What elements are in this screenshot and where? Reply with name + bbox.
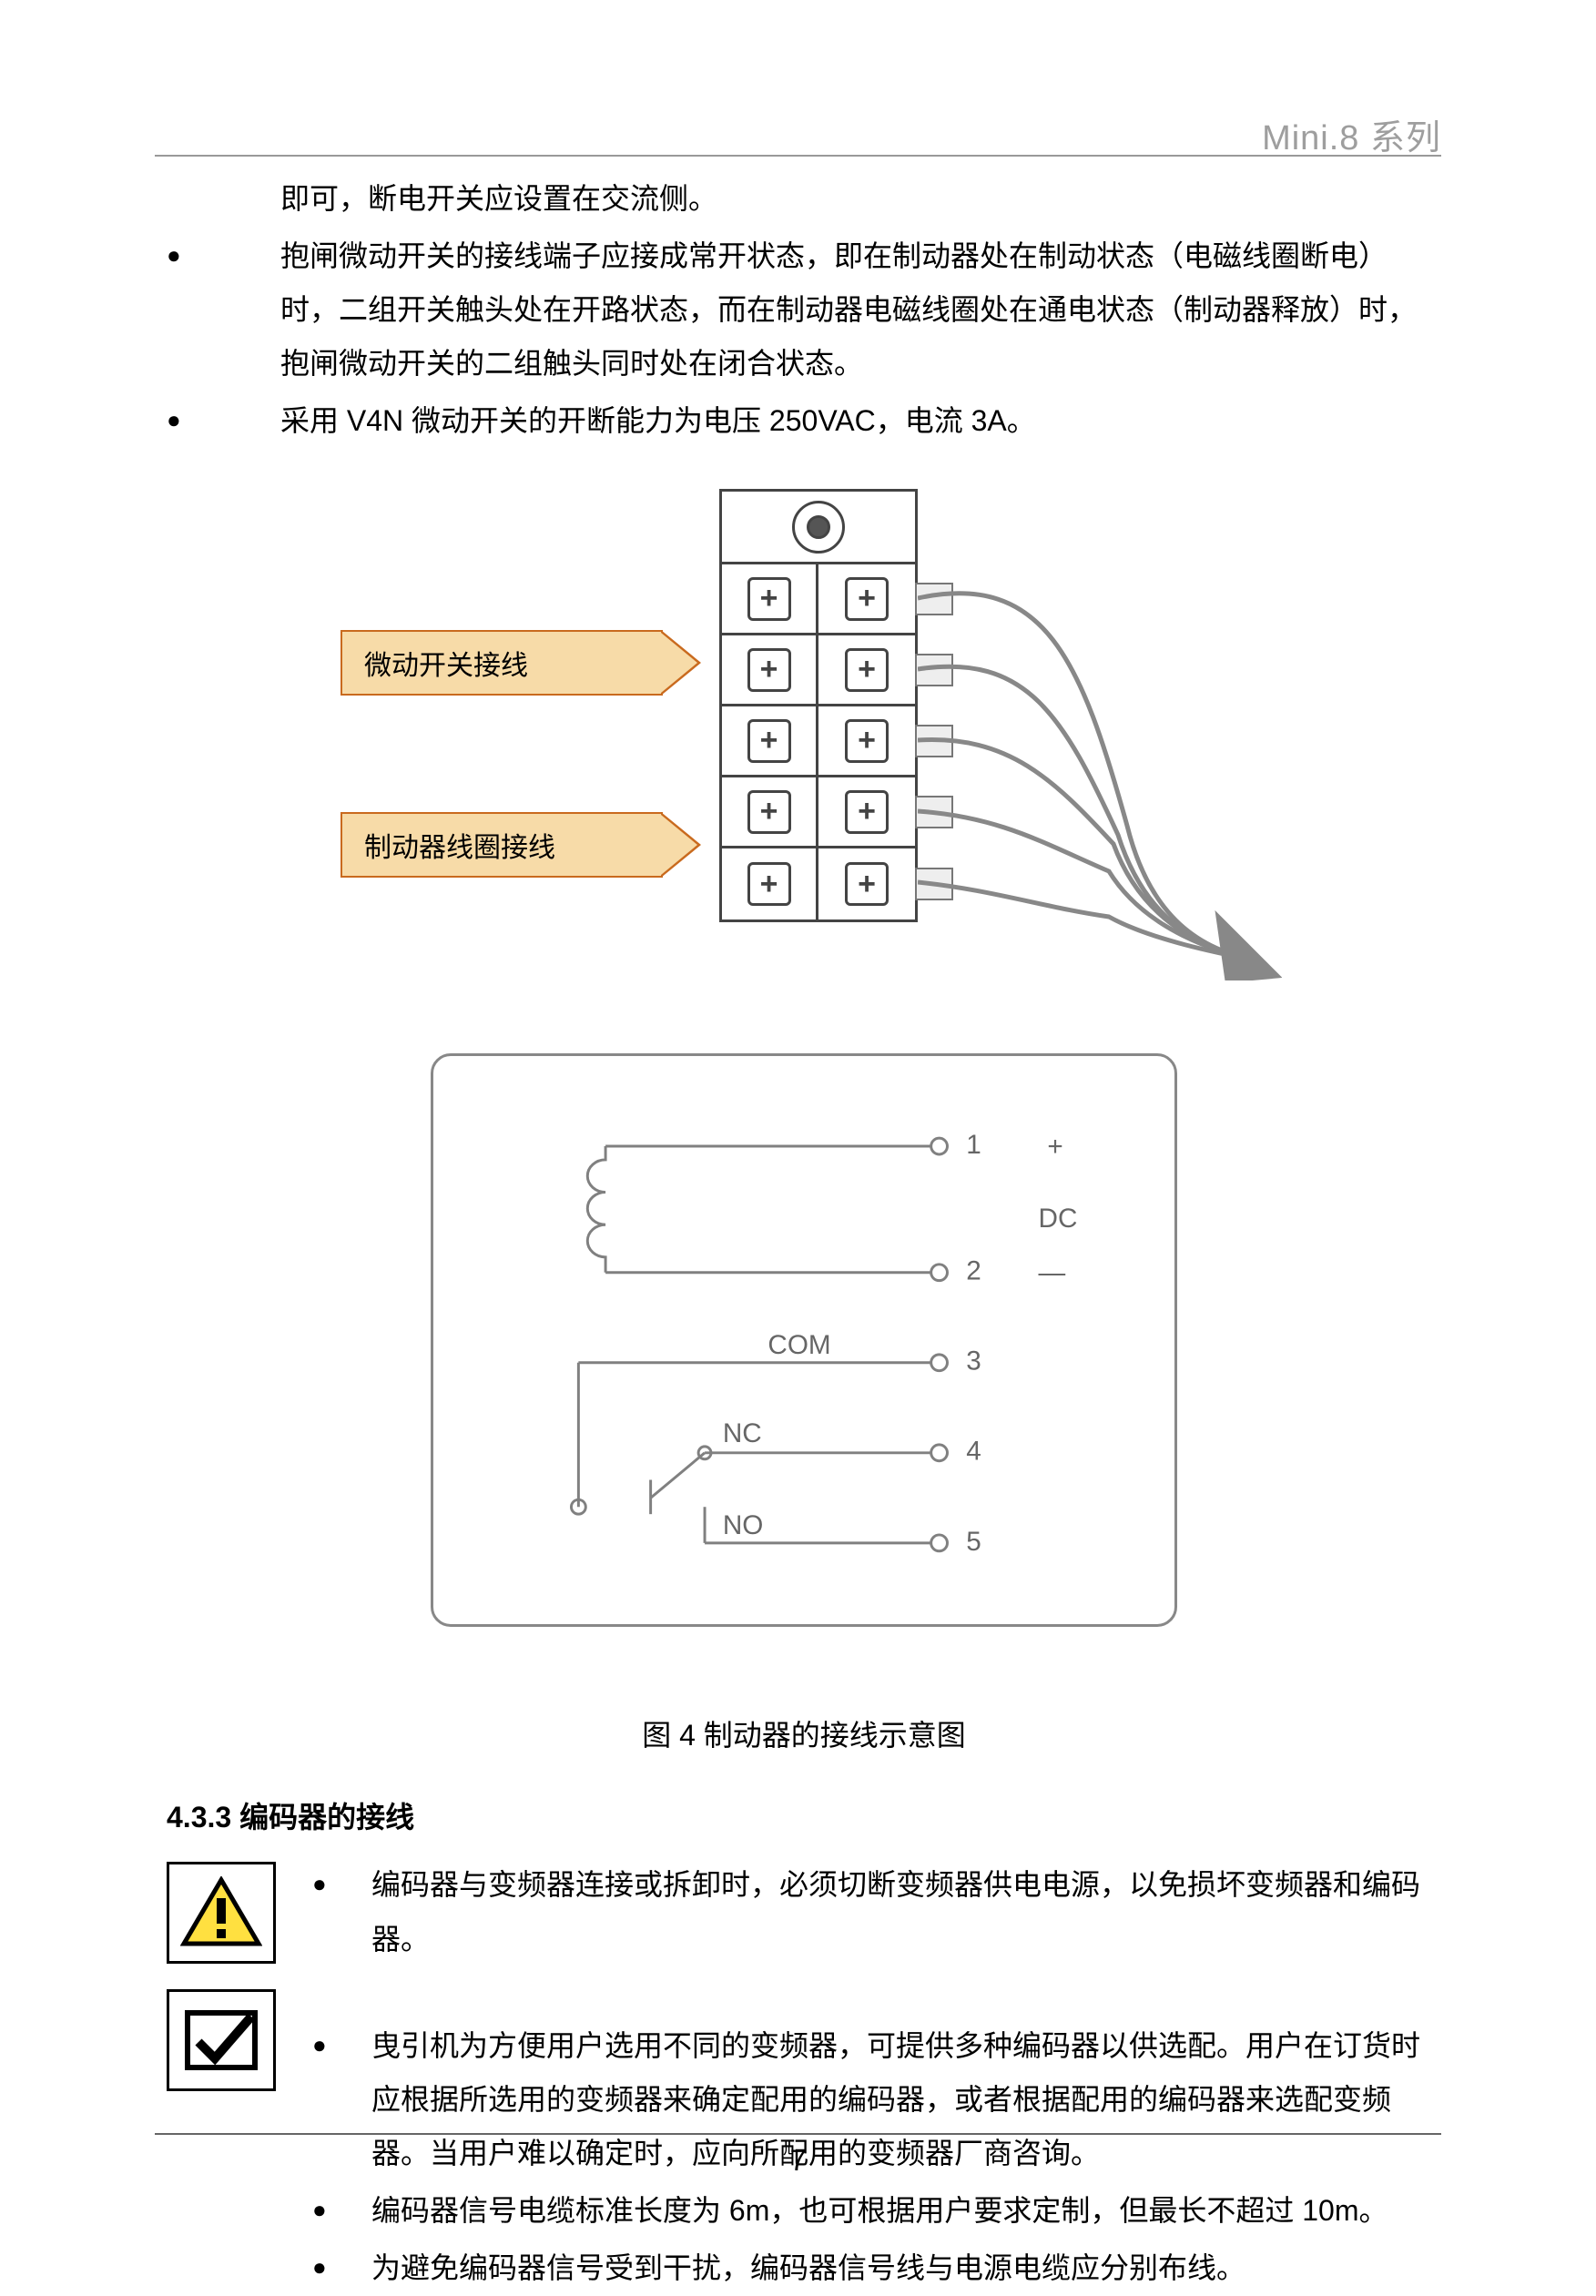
- bullet-item: 采用 V4N 微动开关的开断能力为电压 250VAC，电流 3A。: [167, 394, 1441, 448]
- page-number: 7: [0, 2144, 1596, 2178]
- callout-brake-coil: 制动器线圈接线: [341, 812, 663, 878]
- label-no: NO: [723, 1510, 764, 1540]
- intro-continuation: 即可，断电开关应设置在交流侧。: [167, 173, 1441, 226]
- section-4-3-3-heading: 4.3.3 编码器的接线: [167, 1794, 1441, 1836]
- bullet-item: 抱闸微动开关的接线端子应接成常开状态，即在制动器处在制动状态（电磁线圈断电）时，…: [167, 229, 1441, 391]
- checkmark-icon: [167, 1989, 276, 2091]
- term-num: 4: [966, 1437, 981, 1467]
- schematic-svg: 1 2 3 4 5 + DC — COM NC NO: [433, 1056, 1174, 1624]
- terminal-top: [722, 492, 915, 564]
- figure-a: 微动开关接线 制动器线圈接线: [326, 489, 1282, 980]
- figure-b: 1 2 3 4 5 + DC — COM NC NO: [431, 1053, 1177, 1627]
- term-num: 5: [966, 1527, 981, 1557]
- term-num: 1: [966, 1130, 981, 1160]
- callout-label: 制动器线圈接线: [364, 825, 555, 865]
- warning-icon: [167, 1862, 276, 1964]
- header-rule: [155, 155, 1441, 157]
- figure-a-wrap: 微动开关接线 制动器线圈接线: [167, 489, 1441, 980]
- bullet-item: 编码器与变频器连接或拆卸时，必须切断变频器供电电源，以免损坏变频器和编码器。: [312, 1858, 1441, 1966]
- term-note: +: [1047, 1132, 1062, 1162]
- term-num: 2: [966, 1256, 981, 1286]
- figure-caption: 图 4 制动器的接线示意图: [167, 1712, 1441, 1754]
- label-nc: NC: [723, 1418, 762, 1448]
- bullet-item: 编码器信号电缆标准长度为 6m，也可根据用户要求定制，但最长不超过 10m。: [312, 2184, 1441, 2238]
- term-note: —: [1039, 1258, 1066, 1288]
- top-bullet-list: 抱闸微动开关的接线端子应接成常开状态，即在制动器处在制动状态（电磁线圈断电）时，…: [167, 229, 1441, 449]
- callout-label: 微动开关接线: [364, 643, 528, 683]
- callout-microswitch: 微动开关接线: [341, 630, 663, 696]
- term-note: DC: [1039, 1204, 1078, 1234]
- term-num: 3: [966, 1346, 981, 1377]
- bullet-item: 为避免编码器信号受到干扰，编码器信号线与电源电缆应分别布线。: [312, 2241, 1441, 2295]
- header-series: Mini.8 系列: [1262, 109, 1441, 159]
- terminal-block: [719, 489, 918, 922]
- section-4-3-3-body: 编码器与变频器连接或拆卸时，必须切断变频器供电电源，以免损坏变频器和编码器。 曳…: [167, 1853, 1441, 2295]
- arrow-icon: [661, 812, 701, 878]
- wire-drawing: [918, 553, 1282, 980]
- arrow-icon: [661, 630, 701, 696]
- label-com: COM: [768, 1330, 830, 1360]
- footer-rule: [155, 2133, 1441, 2135]
